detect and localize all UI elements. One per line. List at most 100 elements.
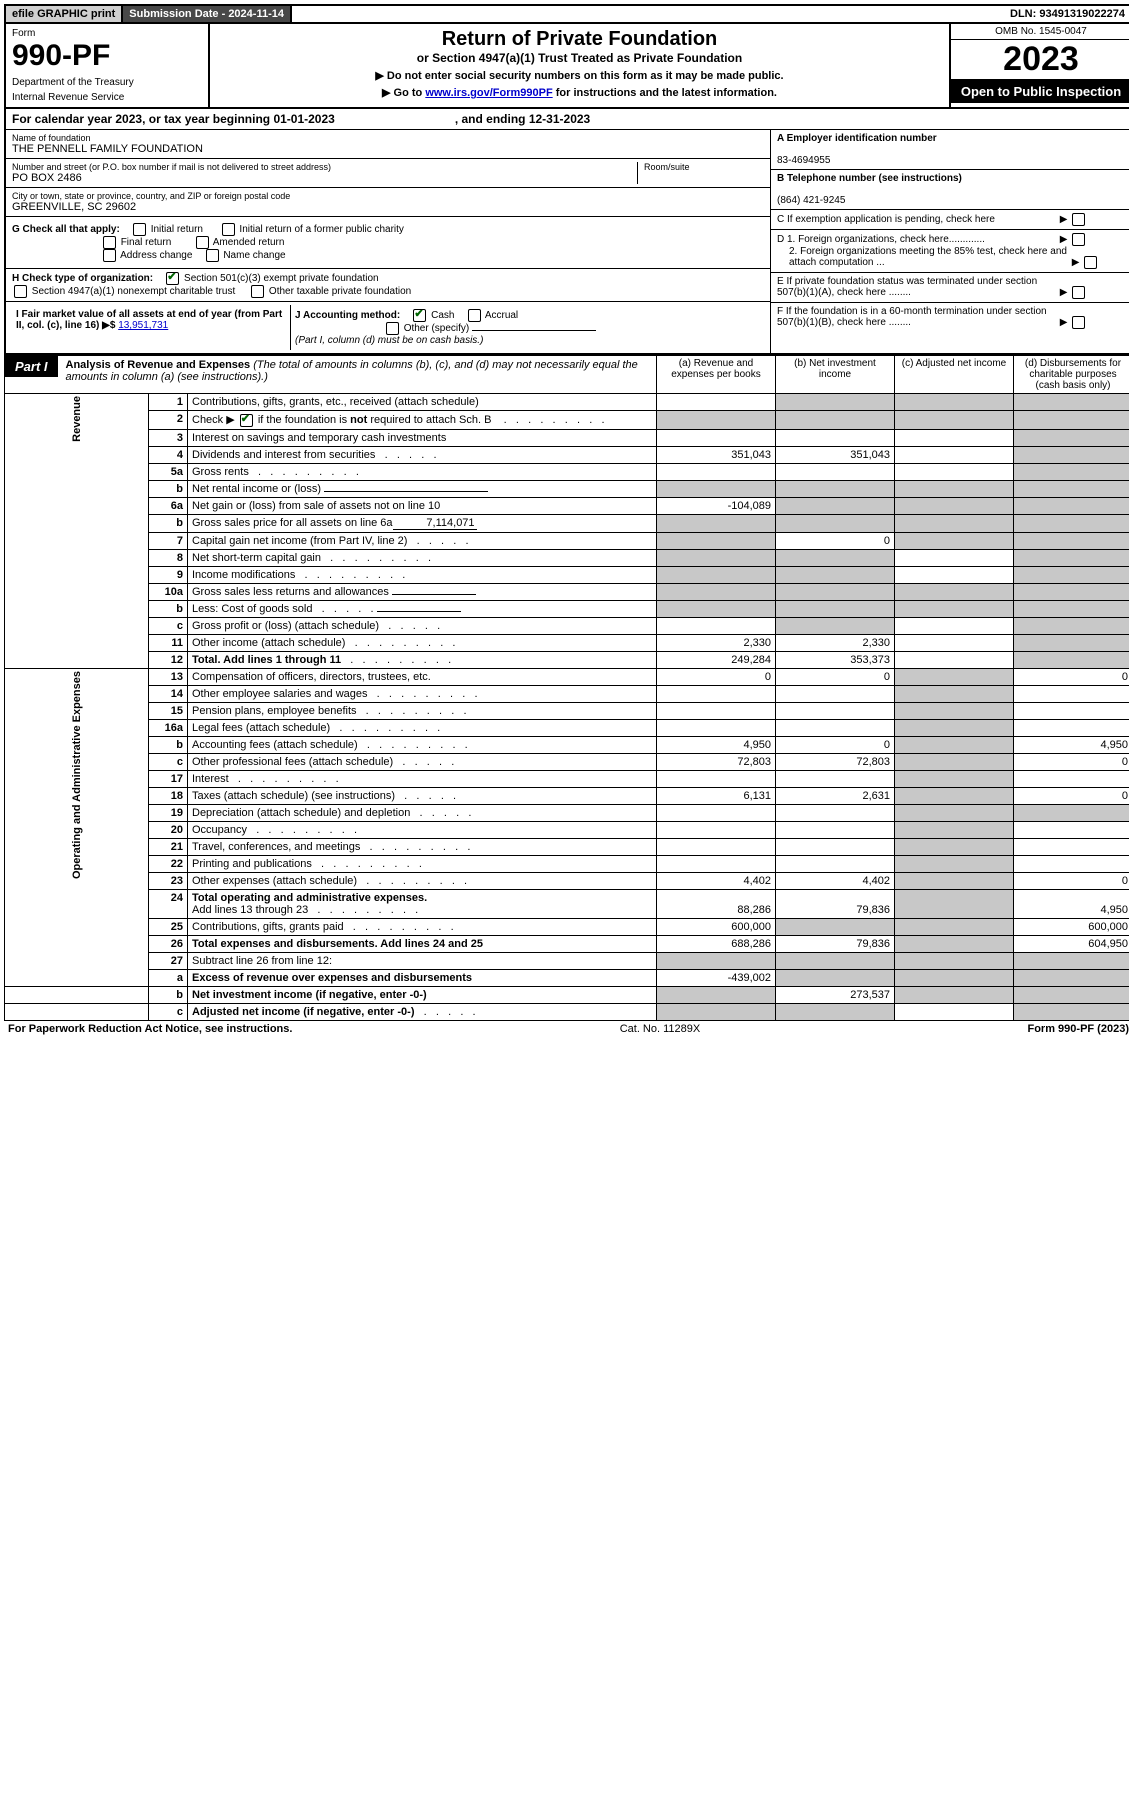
r23-text: Other expenses (attach schedule) <box>192 875 357 887</box>
row-18: 18 Taxes (attach schedule) (see instruct… <box>5 787 1129 804</box>
header-center: Return of Private Foundation or Section … <box>210 24 951 107</box>
r24-c <box>895 889 1014 918</box>
j2-checkbox[interactable] <box>468 309 481 322</box>
desc-16a: Legal fees (attach schedule) <box>188 719 657 736</box>
r5a-b <box>776 463 895 480</box>
row-10c: c Gross profit or (loss) (attach schedul… <box>5 617 1129 634</box>
ln-8: 8 <box>149 549 188 566</box>
form-header: Form 990-PF Department of the Treasury I… <box>4 24 1129 109</box>
desc-16c: Other professional fees (attach schedule… <box>188 753 657 770</box>
desc-21: Travel, conferences, and meetings <box>188 838 657 855</box>
r12-d <box>1014 651 1129 668</box>
r16a-a <box>657 719 776 736</box>
r14-a <box>657 685 776 702</box>
f-checkbox[interactable] <box>1072 316 1085 329</box>
g1-checkbox[interactable] <box>133 223 146 236</box>
g6-checkbox[interactable] <box>206 249 219 262</box>
h3-checkbox[interactable] <box>251 285 264 298</box>
r18-d: 0 <box>1014 787 1129 804</box>
g4-label: Amended return <box>213 237 285 248</box>
r16a-c <box>895 719 1014 736</box>
irs-link[interactable]: www.irs.gov/Form990PF <box>425 87 552 99</box>
r27b-a <box>657 986 776 1003</box>
r16a-d <box>1014 719 1129 736</box>
cell-address: Number and street (or P.O. box number if… <box>12 162 638 184</box>
r16b-text: Accounting fees (attach schedule) <box>192 739 358 751</box>
r5a-text: Gross rents <box>192 466 249 478</box>
row-11: 11 Other income (attach schedule) 2,330 … <box>5 634 1129 651</box>
r11-a: 2,330 <box>657 634 776 651</box>
j3-checkbox[interactable] <box>386 322 399 335</box>
row-2: 2 Check ▶ if the foundation is not requi… <box>5 411 1129 430</box>
ln-27c: c <box>149 1003 188 1020</box>
desc-15: Pension plans, employee benefits <box>188 702 657 719</box>
side-expenses: Operating and Administrative Expenses <box>5 668 149 986</box>
note-link-post: for instructions and the latest informat… <box>553 87 777 99</box>
footer-mid: Cat. No. 11289X <box>620 1023 701 1035</box>
side-expenses-label: Operating and Administrative Expenses <box>71 671 83 879</box>
ln-16c: c <box>149 753 188 770</box>
r27a-a: -439,002 <box>657 969 776 986</box>
row-27a: a Excess of revenue over expenses and di… <box>5 969 1129 986</box>
g2-checkbox[interactable] <box>222 223 235 236</box>
omb-number: OMB No. 1545-0047 <box>951 24 1129 40</box>
r5b-b <box>776 480 895 497</box>
desc-11: Other income (attach schedule) <box>188 634 657 651</box>
r14-c <box>895 685 1014 702</box>
b-label: B Telephone number (see instructions) <box>777 173 962 184</box>
form-number: 990-PF <box>12 39 202 73</box>
r10c-b <box>776 617 895 634</box>
info-right: A Employer identification number 83-4694… <box>770 130 1129 353</box>
desc-6a: Net gain or (loss) from sale of assets n… <box>188 497 657 514</box>
r8-b <box>776 549 895 566</box>
a-value: 83-4694955 <box>777 155 830 166</box>
row-9: 9 Income modifications <box>5 566 1129 583</box>
cell-room: Room/suite <box>638 162 764 184</box>
ln-27b: b <box>149 986 188 1003</box>
note-link-pre: ▶ Go to <box>382 87 425 99</box>
ln-1: 1 <box>149 394 188 411</box>
ln-18: 18 <box>149 787 188 804</box>
r20-a <box>657 821 776 838</box>
r27c-b <box>776 1003 895 1020</box>
r4-a: 351,043 <box>657 446 776 463</box>
a-label: A Employer identification number <box>777 133 937 144</box>
ln-9: 9 <box>149 566 188 583</box>
r10c-d <box>1014 617 1129 634</box>
r10a-b <box>776 583 895 600</box>
ln-7: 7 <box>149 532 188 549</box>
ln-2: 2 <box>149 411 188 430</box>
ln-10b: b <box>149 600 188 617</box>
row-10b: b Less: Cost of goods sold <box>5 600 1129 617</box>
dept-treasury: Department of the Treasury <box>12 77 202 88</box>
d2-checkbox[interactable] <box>1084 256 1097 269</box>
h2-checkbox[interactable] <box>14 285 27 298</box>
r10a-d <box>1014 583 1129 600</box>
h1-checkbox[interactable] <box>166 272 179 285</box>
j1-checkbox[interactable] <box>413 309 426 322</box>
desc-24: Total operating and administrative expen… <box>188 889 657 918</box>
r16c-text: Other professional fees (attach schedule… <box>192 756 393 768</box>
r20-b <box>776 821 895 838</box>
cell-f: F If the foundation is in a 60-month ter… <box>771 303 1129 332</box>
r5b-fill <box>324 491 488 492</box>
d1-label: D 1. Foreign organizations, check here..… <box>777 234 1057 245</box>
footer-left: For Paperwork Reduction Act Notice, see … <box>8 1023 292 1035</box>
r26-d: 604,950 <box>1014 935 1129 952</box>
g4-checkbox[interactable] <box>196 236 209 249</box>
city-label: City or town, state or province, country… <box>12 191 764 201</box>
r2-checkbox[interactable] <box>240 414 253 427</box>
r14-text: Other employee salaries and wages <box>192 688 367 700</box>
desc-26: Total expenses and disbursements. Add li… <box>188 935 657 952</box>
h2-label: Section 4947(a)(1) nonexempt charitable … <box>32 286 235 297</box>
side-revenue: Revenue <box>5 394 149 669</box>
c-checkbox[interactable] <box>1072 213 1085 226</box>
g3-checkbox[interactable] <box>103 236 116 249</box>
cell-h: H Check type of organization: Section 50… <box>6 269 770 302</box>
row-15: 15 Pension plans, employee benefits <box>5 702 1129 719</box>
e-checkbox[interactable] <box>1072 286 1085 299</box>
d1-checkbox[interactable] <box>1072 233 1085 246</box>
g5-checkbox[interactable] <box>103 249 116 262</box>
r2-b <box>776 411 895 430</box>
r24-b: 79,836 <box>776 889 895 918</box>
